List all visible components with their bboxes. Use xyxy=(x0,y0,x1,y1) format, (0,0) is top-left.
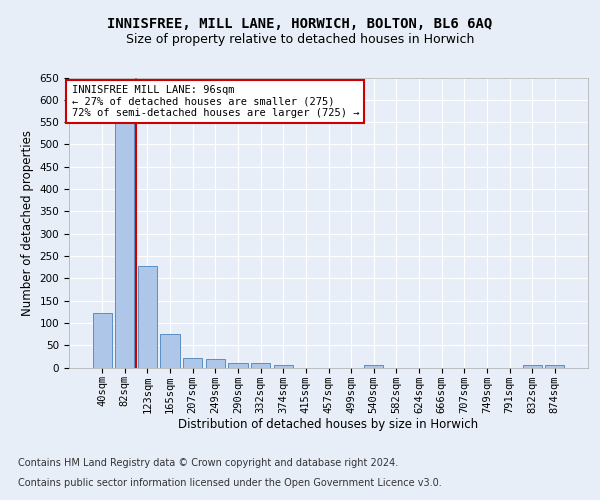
Bar xyxy=(138,266,157,368)
Bar xyxy=(251,363,270,368)
Text: INNISFREE MILL LANE: 96sqm
← 27% of detached houses are smaller (275)
72% of sem: INNISFREE MILL LANE: 96sqm ← 27% of deta… xyxy=(71,84,359,118)
Y-axis label: Number of detached properties: Number of detached properties xyxy=(21,130,34,316)
Text: Contains HM Land Registry data © Crown copyright and database right 2024.: Contains HM Land Registry data © Crown c… xyxy=(18,458,398,468)
Bar xyxy=(274,365,293,368)
Text: INNISFREE, MILL LANE, HORWICH, BOLTON, BL6 6AQ: INNISFREE, MILL LANE, HORWICH, BOLTON, B… xyxy=(107,18,493,32)
Bar xyxy=(206,358,225,368)
Bar xyxy=(183,358,202,368)
Text: Contains public sector information licensed under the Open Government Licence v3: Contains public sector information licen… xyxy=(18,478,442,488)
Bar xyxy=(92,313,112,368)
Bar xyxy=(115,123,134,368)
Bar xyxy=(545,366,565,368)
Bar xyxy=(364,366,383,368)
Bar xyxy=(160,334,180,368)
Text: Size of property relative to detached houses in Horwich: Size of property relative to detached ho… xyxy=(126,32,474,46)
Bar xyxy=(229,363,248,368)
X-axis label: Distribution of detached houses by size in Horwich: Distribution of detached houses by size … xyxy=(178,418,479,431)
Bar xyxy=(523,366,542,368)
